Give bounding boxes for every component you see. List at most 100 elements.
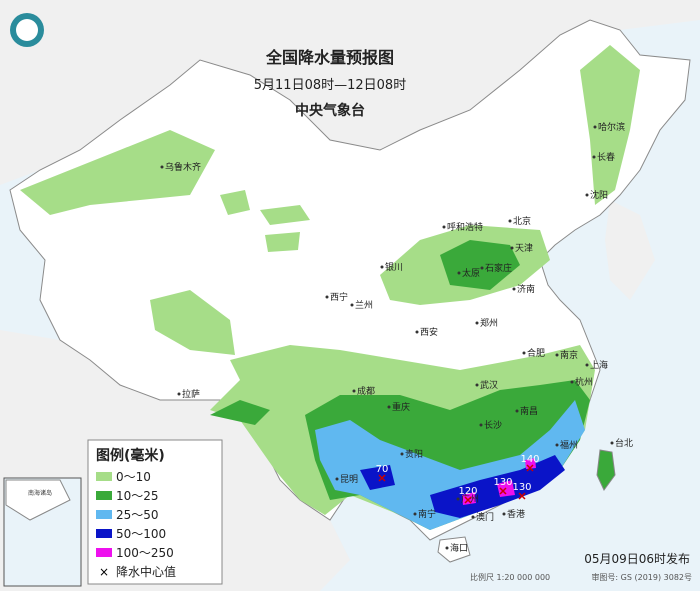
rain-50-100 xyxy=(360,455,565,518)
city-dot xyxy=(522,351,526,355)
legend-label: 25～50 xyxy=(116,508,159,522)
neighbor-land xyxy=(0,0,700,185)
rain-center-marker xyxy=(518,492,526,500)
scale: 比例尺 1:20 000 000 xyxy=(470,572,550,582)
legend-label: 降水中心值 xyxy=(116,564,176,579)
city-dot xyxy=(387,405,391,409)
city-dot xyxy=(570,380,574,384)
city-label: 海口 xyxy=(450,542,468,554)
city-dot xyxy=(585,363,589,367)
rain-centers: 70 140 120 130 130 xyxy=(376,454,540,504)
city-label: 南京 xyxy=(560,349,578,361)
legend: 0～10 10～25 25～50 50～100 100～250 × 降水中心值 xyxy=(96,470,176,579)
rain-10-25 xyxy=(210,400,270,425)
org: 中央气象台 xyxy=(295,102,365,119)
city-label: 西宁 xyxy=(330,291,348,303)
taiwan xyxy=(596,449,616,491)
city-label: 长沙 xyxy=(484,419,502,431)
logo xyxy=(16,19,38,41)
rain-25-50 xyxy=(315,400,585,530)
city-label: 上海 xyxy=(590,359,608,371)
city-dot xyxy=(160,165,164,169)
rain-center-value: 70 xyxy=(376,464,389,475)
city-dot xyxy=(593,125,597,129)
subtitle: 5月11日08时—12日08时 xyxy=(254,78,406,93)
city-dot xyxy=(515,409,519,413)
city-dot xyxy=(325,295,329,299)
city-dot xyxy=(592,155,596,159)
rain-center-value: 120 xyxy=(458,486,477,497)
city-label: 成都 xyxy=(357,385,375,397)
city-label: 拉萨 xyxy=(182,388,200,400)
city-label: 银川 xyxy=(385,261,403,273)
city-dot xyxy=(512,287,516,291)
city-dot xyxy=(502,512,506,516)
rain-center-value: 140 xyxy=(520,454,539,465)
legend-label: 100～250 xyxy=(116,546,174,560)
legend-title: 图例(毫米) xyxy=(96,447,165,464)
legend-swatch xyxy=(96,529,112,538)
city-label: 杭州 xyxy=(575,376,593,388)
city-label: 台北 xyxy=(615,437,633,449)
city-label: 天津 xyxy=(515,243,533,254)
legend-swatch xyxy=(96,472,112,481)
rain-center-marker xyxy=(464,496,472,504)
legend-swatch xyxy=(96,548,112,557)
city-label: 南昌 xyxy=(520,405,538,417)
city-label: 北京 xyxy=(513,215,531,227)
rain-0-10 xyxy=(580,45,640,205)
rain-0-10 xyxy=(220,190,310,252)
city-dot xyxy=(475,321,479,325)
city-label: 石家庄 xyxy=(485,262,512,274)
city-dot xyxy=(480,266,484,270)
rain-center-marker xyxy=(526,464,534,472)
title: 全国降水量预报图 xyxy=(265,48,394,67)
city-dot xyxy=(415,330,419,334)
city-dot xyxy=(475,383,479,387)
city-label: 郑州 xyxy=(480,317,498,329)
inset-label: 南海诸岛 xyxy=(28,489,52,497)
city-label: 合肥 xyxy=(527,347,545,359)
rain-0-10 xyxy=(20,130,215,215)
rain-center-marker xyxy=(378,474,386,482)
legend-label: 10～25 xyxy=(116,489,159,503)
city-label: 乌鲁木齐 xyxy=(165,161,201,173)
city-label: 呼和浩特 xyxy=(447,221,483,233)
rain-0-10 xyxy=(150,290,235,355)
city-dot xyxy=(350,303,354,307)
city-dot xyxy=(471,515,475,519)
city-label: 昆明 xyxy=(340,474,358,485)
rain-center-value: 130 xyxy=(512,482,531,493)
city-dot xyxy=(510,246,514,250)
city-label: 贵阳 xyxy=(405,448,423,460)
korea xyxy=(605,200,655,300)
city-label: 武汉 xyxy=(480,379,498,391)
city-dot xyxy=(508,219,512,223)
hainan xyxy=(437,536,471,563)
city-dot xyxy=(335,477,339,481)
city-dot xyxy=(177,392,181,396)
rain-100-250 xyxy=(462,458,536,505)
legend-label: 0～10 xyxy=(116,470,151,484)
issued: 05月09日06时发布 xyxy=(584,551,690,566)
city-dot xyxy=(610,441,614,445)
city-dot xyxy=(585,193,589,197)
city-dot xyxy=(413,512,417,516)
rain-zones xyxy=(20,45,640,530)
approval: 审图号: GS (2019) 3082号 xyxy=(591,572,692,582)
rain-10-25 xyxy=(440,240,520,290)
city-label: 西安 xyxy=(420,326,438,338)
legend-swatch xyxy=(96,510,112,519)
rain-center-value: 130 xyxy=(493,477,512,488)
city-dot xyxy=(352,389,356,393)
city-dot xyxy=(555,443,559,447)
city-label: 兰州 xyxy=(355,299,373,311)
city-label: 长春 xyxy=(597,151,615,163)
city-label: 太原 xyxy=(462,267,480,279)
city-dot xyxy=(380,265,384,269)
city-dot xyxy=(400,452,404,456)
city-label: 香港 xyxy=(507,508,525,520)
city-label: 澳门 xyxy=(476,511,494,523)
city-label: 沈阳 xyxy=(590,189,608,201)
